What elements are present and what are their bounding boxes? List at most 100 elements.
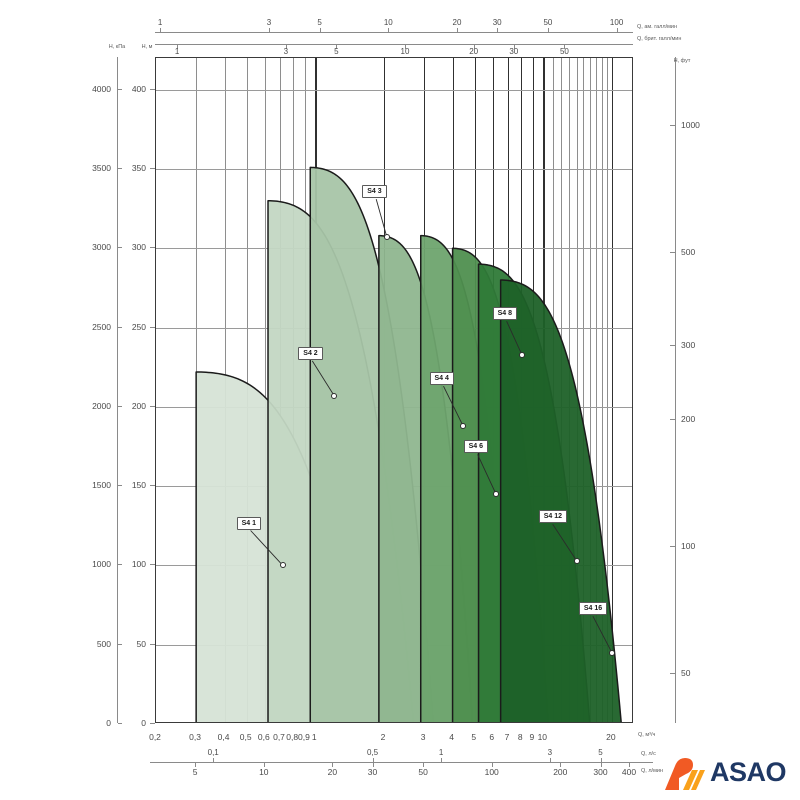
y-label-kpa-500: 500 — [96, 638, 111, 649]
bottom-label-ls-1: 1 — [438, 748, 444, 757]
callout-s4-3[interactable]: S4 3 — [362, 185, 387, 199]
gridline-q-0.6 — [264, 58, 266, 722]
y-label-kpa-2000: 2000 — [92, 400, 111, 411]
gridline-q-18 — [601, 58, 603, 722]
y-label-m-200: 200 — [131, 400, 146, 411]
y-label-m-50: 50 — [136, 638, 146, 649]
y-label-kpa-3000: 3000 — [92, 242, 111, 253]
bottom-label-m3h-0.9: 0,9 — [297, 732, 310, 742]
callout-dot-s4-12 — [573, 557, 580, 564]
bottom-label-m3h-6: 6 — [489, 732, 495, 742]
y-label-ft-50: 50 — [681, 667, 691, 678]
topaxis2-unit: Q, брит. галл/мин — [637, 36, 682, 42]
bottom-label-m3h-0.8: 0,8 — [286, 732, 299, 742]
bottom-label-lmin-5: 5 — [192, 767, 198, 777]
topaxis2-label-3: 3 — [283, 47, 289, 56]
bottom-label-m3h-7: 7 — [504, 732, 510, 742]
y-label-kpa-2500: 2500 — [92, 321, 111, 332]
y-label-m-0: 0 — [141, 718, 146, 728]
bottom-label-m3h-0.2: 0,2 — [149, 732, 161, 742]
y-label-ft-300: 300 — [681, 340, 696, 351]
y-unit-m: H, м — [141, 44, 153, 50]
bottom-label-m3h-0.4: 0,4 — [217, 732, 230, 742]
topaxis1-label-10: 10 — [383, 18, 393, 27]
bottom-unit-m3h: Q, м³/ч — [638, 732, 656, 738]
callout-dot-s4-2 — [331, 392, 338, 399]
bottom-label-ls-0.5: 0,5 — [366, 748, 379, 757]
callout-dot-s4-6 — [493, 491, 499, 498]
topaxis1-label-30: 30 — [492, 18, 502, 27]
topaxis2-label-20: 20 — [469, 47, 479, 56]
gridline-h-350 — [156, 169, 632, 170]
bottom-label-lmin-400: 400 — [621, 767, 637, 777]
topaxis2-label-50: 50 — [559, 47, 569, 56]
bottom-unit-ls: Q, л/с — [641, 751, 656, 757]
gridline-q-20 — [611, 58, 614, 722]
bottom-label-lmin-10: 10 — [259, 767, 269, 777]
callout-dot-s4-16 — [608, 649, 615, 656]
callout-s4-12[interactable]: S4 12 — [538, 510, 567, 524]
bottom-label-m3h-20: 20 — [606, 732, 616, 742]
bottom-label-m3h-0.3: 0,3 — [189, 732, 202, 742]
callout-s4-8[interactable]: S4 8 — [492, 307, 517, 321]
topaxis2-label-5: 5 — [334, 47, 339, 56]
callout-dot-s4-1 — [279, 562, 286, 569]
y-axis-ft-line — [675, 57, 676, 723]
topaxis1-label-100: 100 — [609, 18, 624, 27]
y-label-kpa-3500: 3500 — [92, 163, 111, 173]
gridline-q-15 — [583, 58, 585, 722]
y-label-m-100: 100 — [131, 559, 146, 570]
y-label-m-350: 350 — [131, 163, 146, 173]
callout-leader-lines — [250, 198, 613, 653]
y-label-kpa-4000: 4000 — [92, 83, 111, 94]
bottom-label-m3h-0.7: 0,7 — [273, 732, 285, 742]
bottom-label-lmin-300: 300 — [593, 767, 608, 777]
y-unit-ft: H, фут — [673, 58, 691, 64]
bottom-label-m3h-10: 10 — [537, 732, 548, 742]
y-unit-kpa: H, кПа — [108, 44, 126, 50]
callout-s4-4[interactable]: S4 4 — [429, 372, 454, 386]
bottom-label-lmin-30: 30 — [367, 767, 378, 777]
bottom-label-m3h-9: 9 — [529, 732, 535, 742]
y-label-m-300: 300 — [131, 242, 146, 253]
topaxis2-line — [155, 44, 633, 45]
gridline-q-17 — [595, 58, 597, 722]
callout-s4-16[interactable]: S4 16 — [578, 602, 608, 616]
bottom-label-m3h-5: 5 — [471, 732, 477, 742]
y-label-kpa-1000: 1000 — [92, 559, 111, 570]
topaxis1-label-50: 50 — [543, 18, 553, 27]
gridline-q-14 — [576, 58, 578, 722]
y-label-m-400: 400 — [131, 83, 146, 94]
callout-s4-1[interactable]: S4 1 — [236, 516, 261, 530]
y-label-m-250: 250 — [131, 321, 146, 332]
topaxis1-label-1: 1 — [157, 18, 163, 27]
callout-s4-2[interactable]: S4 2 — [298, 346, 323, 360]
asao-logo: ASAO — [659, 752, 787, 792]
callout-dot-s4-3 — [383, 234, 390, 241]
y-label-ft-100: 100 — [681, 541, 696, 551]
bottom-label-ls-3: 3 — [547, 748, 553, 757]
y-label-kpa-0: 0 — [106, 718, 111, 728]
topaxis2-label-1: 1 — [174, 47, 180, 56]
bottom-label-m3h-3: 3 — [420, 732, 426, 742]
topaxis1-unit: Q, ам. галл/мин — [637, 24, 678, 30]
y-label-ft-500: 500 — [681, 246, 696, 257]
bottom-label-m3h-4: 4 — [449, 732, 454, 742]
callout-s4-6[interactable]: S4 6 — [463, 440, 488, 454]
callout-dot-s4-4 — [460, 422, 467, 429]
gridline-q-19 — [606, 58, 608, 722]
bottom-label-lmin-20: 20 — [327, 767, 338, 777]
bottom-label-ls-0.1: 0,1 — [207, 748, 219, 757]
topaxis1-label-5: 5 — [317, 18, 322, 27]
bottom-label-m3h-8: 8 — [517, 732, 523, 742]
topaxis1-label-3: 3 — [266, 18, 272, 27]
bottom-label-ls-5: 5 — [598, 748, 603, 757]
callout-dot-s4-8 — [518, 351, 525, 358]
gridline-h-400 — [156, 89, 632, 91]
topaxis1-line — [155, 32, 633, 33]
y-label-ft-1000: 1000 — [681, 120, 700, 130]
topaxis2-label-30: 30 — [509, 47, 519, 56]
asao-wordmark: ASAO — [709, 756, 787, 787]
bottom-label-m3h-2: 2 — [380, 732, 386, 742]
